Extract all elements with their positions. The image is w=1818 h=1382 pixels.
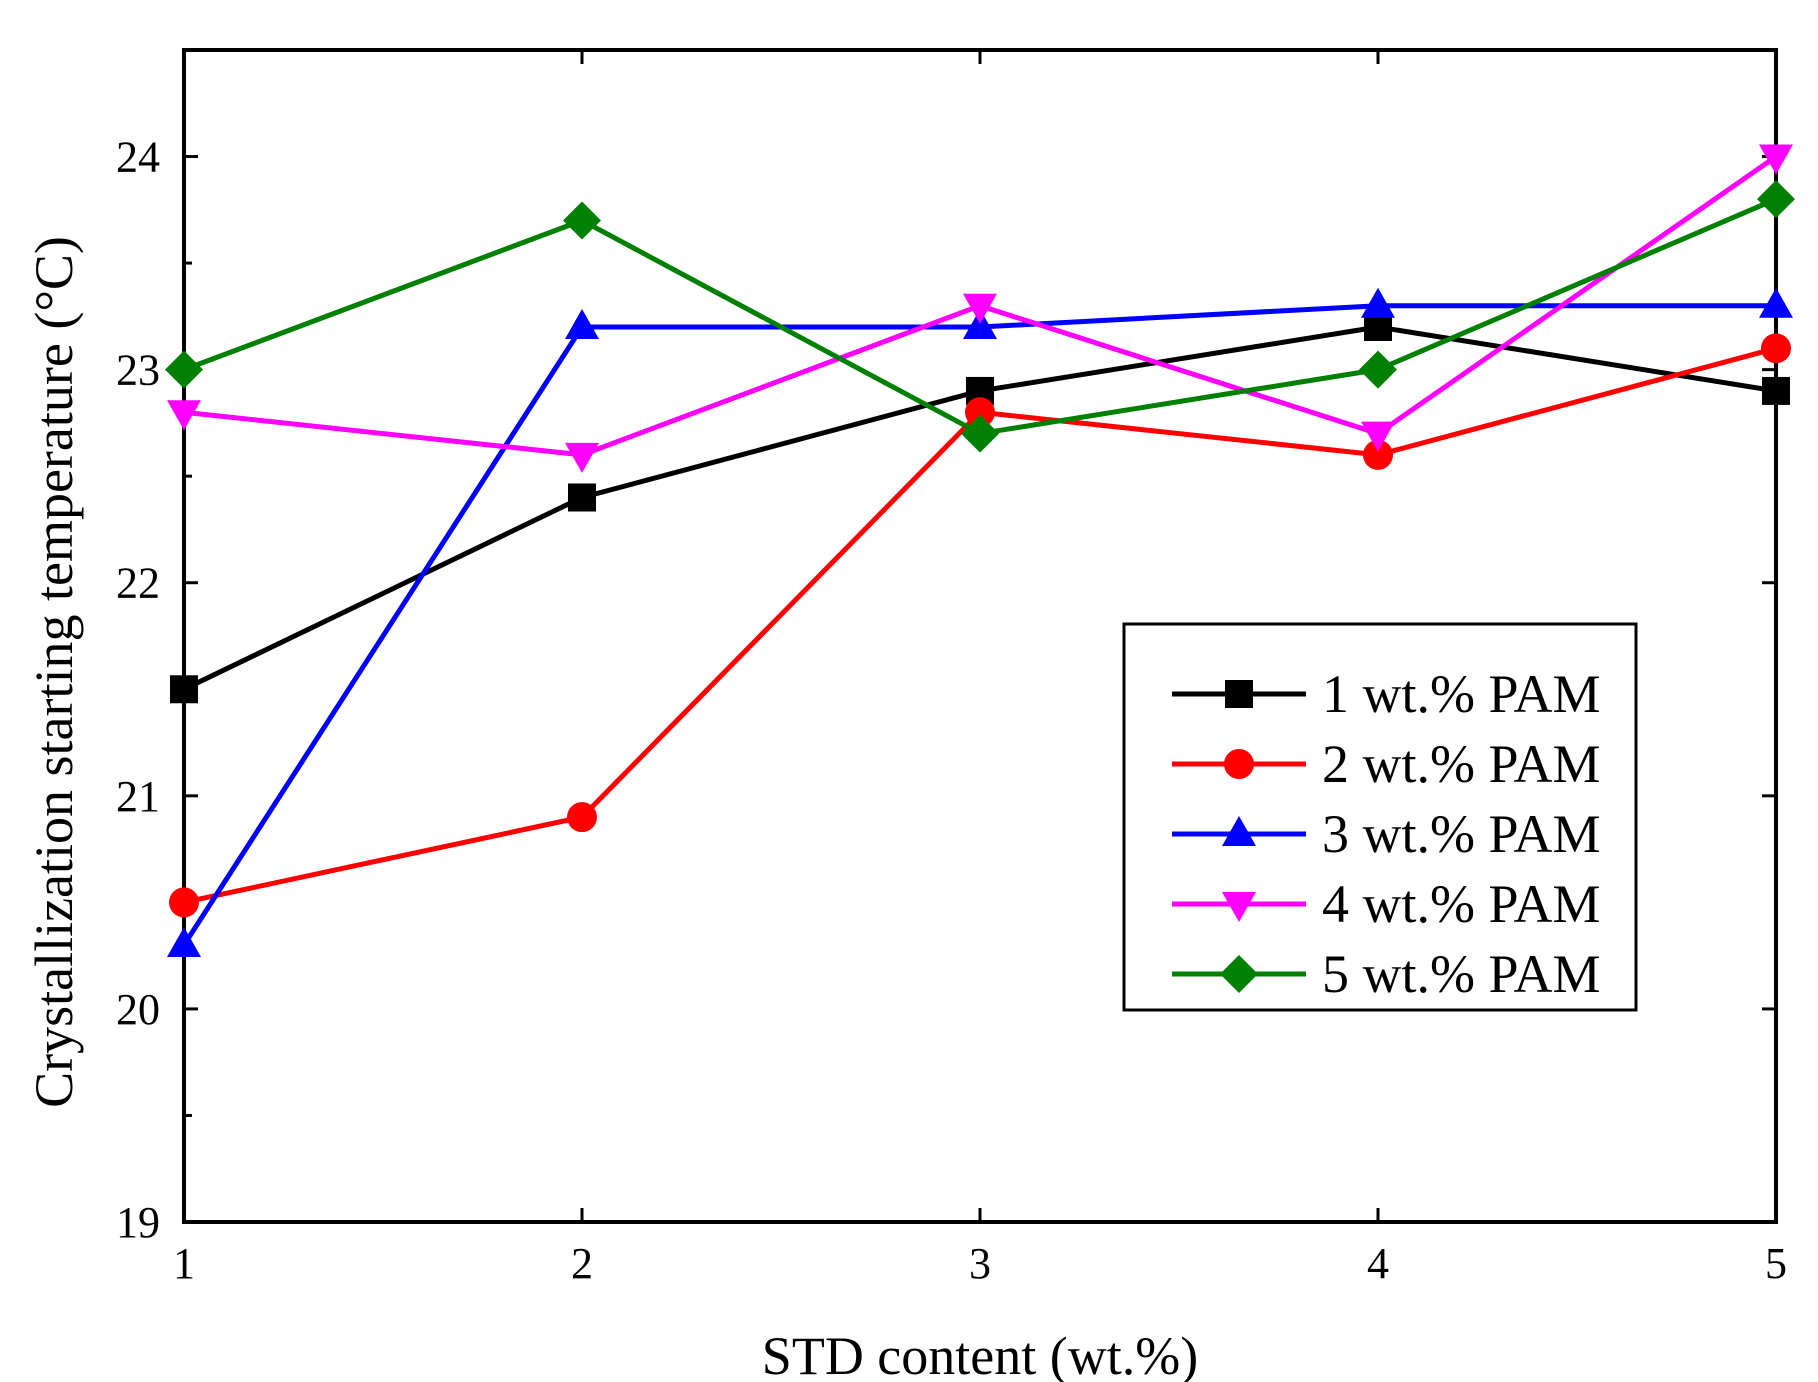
data-point-3-4 [1361, 287, 1395, 318]
y-tick-label: 19 [116, 1198, 160, 1247]
data-point-5-4 [1359, 350, 1397, 389]
y-axis-title: Crystallization starting temperature (°C… [24, 236, 84, 1108]
y-tick-label: 22 [116, 559, 160, 608]
legend-marker-1 [1225, 680, 1253, 708]
data-point-2-2 [567, 802, 597, 833]
y-tick-label: 24 [116, 133, 160, 182]
data-point-4-1 [167, 400, 201, 431]
legend-marker-4 [1222, 892, 1256, 922]
data-point-1-2 [568, 483, 596, 512]
data-point-2-1 [169, 887, 199, 918]
x-axis-title: STD content (wt.%) [762, 1326, 1198, 1382]
legend-marker-5 [1220, 955, 1258, 993]
data-point-5-5 [1757, 180, 1795, 219]
x-axis: 1 2 3 4 5 [173, 50, 1787, 1288]
legend-label-4: 4 wt.% PAM [1322, 874, 1601, 934]
y-tick-label: 20 [116, 985, 160, 1034]
data-point-2-3 [965, 397, 995, 428]
y-axis: 19 20 21 22 23 24 [116, 48, 1776, 1247]
legend-label-5: 5 wt.% PAM [1322, 944, 1601, 1004]
x-tick-label: 3 [969, 1239, 991, 1288]
data-point-4-3 [963, 293, 997, 324]
data-point-4-4 [1361, 421, 1395, 452]
data-point-5-3 [961, 414, 999, 453]
data-point-3-2 [565, 309, 599, 340]
data-point-5-2 [563, 201, 601, 240]
data-point-3-3 [963, 309, 997, 340]
data-point-3-1 [167, 926, 201, 957]
data-point-2-4 [1363, 439, 1393, 470]
data-point-1-1 [170, 675, 198, 704]
data-point-5-1 [165, 350, 203, 389]
x-tick-label: 5 [1765, 1239, 1787, 1288]
data-point-4-2 [565, 442, 599, 473]
x-tick-label: 1 [173, 1239, 195, 1288]
data-point-1-5 [1762, 376, 1790, 405]
legend-label-1: 1 wt.% PAM [1322, 664, 1601, 724]
legend: 1 wt.% PAM 2 wt.% PAM 3 wt.% PAM 4 wt.% PAM… [1122, 622, 1638, 1012]
y-tick-label: 23 [116, 346, 160, 395]
data-point-2-5 [1761, 333, 1791, 364]
legend-marker-3 [1222, 816, 1256, 846]
legend-label-3: 3 wt.% PAM [1322, 804, 1601, 864]
x-tick-label: 2 [571, 1239, 593, 1288]
x-tick-label: 4 [1367, 1239, 1389, 1288]
data-point-4-5 [1759, 144, 1793, 175]
y-tick-label: 21 [116, 772, 160, 821]
legend-box [1122, 622, 1638, 1012]
legend-label-2: 2 wt.% PAM [1322, 734, 1601, 794]
data-point-3-5 [1759, 287, 1793, 318]
legend-marker-2 [1224, 749, 1254, 779]
marker-layer [165, 144, 1795, 957]
